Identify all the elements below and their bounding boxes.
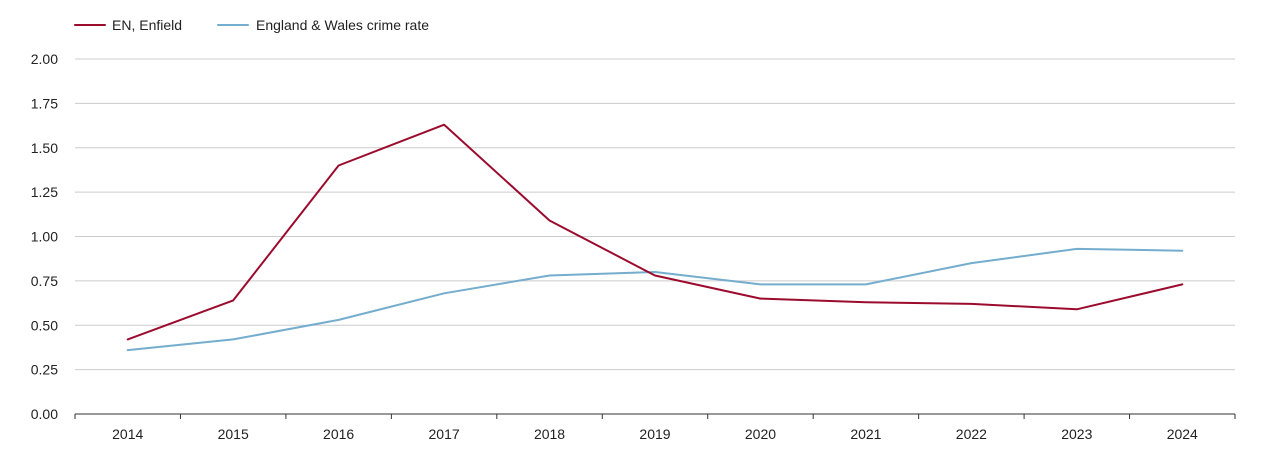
x-tick-label: 2015 <box>218 426 249 442</box>
x-axis-ticks: 2014 2015 2016 2017 2018 2019 2020 2021 2022 2023… <box>74 414 1236 442</box>
legend-label-england-wales: England & Wales crime rate <box>256 17 429 33</box>
legend: EN, Enfield England & Wales crime rate <box>74 17 429 33</box>
x-tick-label: 2017 <box>429 426 460 442</box>
series-layer <box>126 123 1184 352</box>
y-axis-ticks: 0.00 0.25 0.50 0.75 1.00 1.25 1.50 1.75 2.00 <box>31 51 58 422</box>
y-tick-label: 2.00 <box>31 51 58 67</box>
x-tick-label: 2018 <box>534 426 565 442</box>
x-tick-label: 2019 <box>639 426 670 442</box>
x-tick-label: 2020 <box>745 426 776 442</box>
y-tick-label: 0.00 <box>31 406 58 422</box>
y-tick-label: 1.25 <box>31 184 58 200</box>
series-line-england-wales <box>126 247 1184 352</box>
x-tick-label: 2022 <box>956 426 987 442</box>
x-tick-label: 2021 <box>850 426 881 442</box>
gridlines <box>75 58 1235 415</box>
x-tick-label: 2016 <box>323 426 354 442</box>
y-tick-label: 0.25 <box>31 362 58 378</box>
y-tick-label: 1.00 <box>31 229 58 245</box>
series-line-enfield <box>126 123 1184 341</box>
y-tick-label: 1.75 <box>31 95 58 111</box>
y-tick-label: 1.50 <box>31 140 58 156</box>
y-tick-label: 0.50 <box>31 317 58 333</box>
legend-label-enfield: EN, Enfield <box>112 17 182 33</box>
x-tick-label: 2023 <box>1061 426 1092 442</box>
x-tick-label: 2014 <box>112 426 143 442</box>
x-tick-label: 2024 <box>1167 426 1198 442</box>
y-tick-label: 0.75 <box>31 273 58 289</box>
